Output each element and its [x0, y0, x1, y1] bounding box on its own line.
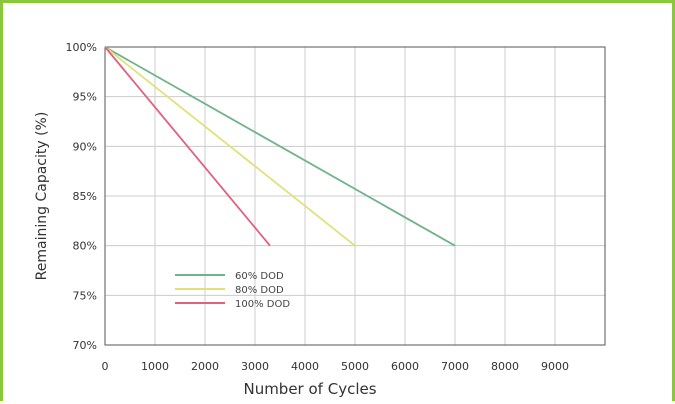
y-tick-labels: 70% 75% 80% 85% 90% 95% 100%: [66, 41, 97, 352]
legend-label: 80% DOD: [235, 285, 284, 296]
series-line: [104, 46, 356, 247]
grid: [105, 47, 605, 345]
x-axis-title: Number of Cycles: [243, 380, 376, 398]
line-chart: 70% 75% 80% 85% 90% 95% 100% 0 1000 2000 3000 4000…: [34, 41, 606, 398]
y-tick-label: 95%: [73, 91, 97, 104]
x-tick-label: 9000: [541, 360, 569, 373]
plot-area-border: [104, 46, 606, 346]
y-axis-title: Remaining Capacity (%): [34, 112, 50, 281]
x-tick-label: 8000: [491, 360, 519, 373]
x-tick-label: 3000: [241, 360, 269, 373]
x-tick-label: 6000: [391, 360, 419, 373]
series-line: [104, 46, 456, 247]
y-tick-label: 100%: [66, 41, 97, 54]
series-line: [104, 46, 271, 247]
x-tick-label: 4000: [291, 360, 319, 373]
y-tick-label: 90%: [73, 140, 97, 153]
x-tick-label: 5000: [341, 360, 369, 373]
x-tick-label: 1000: [141, 360, 169, 373]
legend-label: 100% DOD: [235, 299, 290, 310]
y-tick-label: 70%: [73, 339, 97, 352]
y-tick-label: 85%: [73, 190, 97, 203]
x-tick-label: 0: [102, 360, 109, 373]
x-tick-labels: 0 1000 2000 3000 4000 5000 6000 7000 8000 9000: [102, 360, 570, 373]
y-tick-label: 80%: [73, 240, 97, 253]
legend-label: 60% DOD: [235, 271, 284, 282]
y-tick-label: 75%: [73, 289, 97, 302]
series-group: [104, 46, 456, 247]
legend: 60% DOD 80% DOD 100% DOD: [175, 271, 290, 310]
x-tick-label: 2000: [191, 360, 219, 373]
x-tick-label: 7000: [441, 360, 469, 373]
